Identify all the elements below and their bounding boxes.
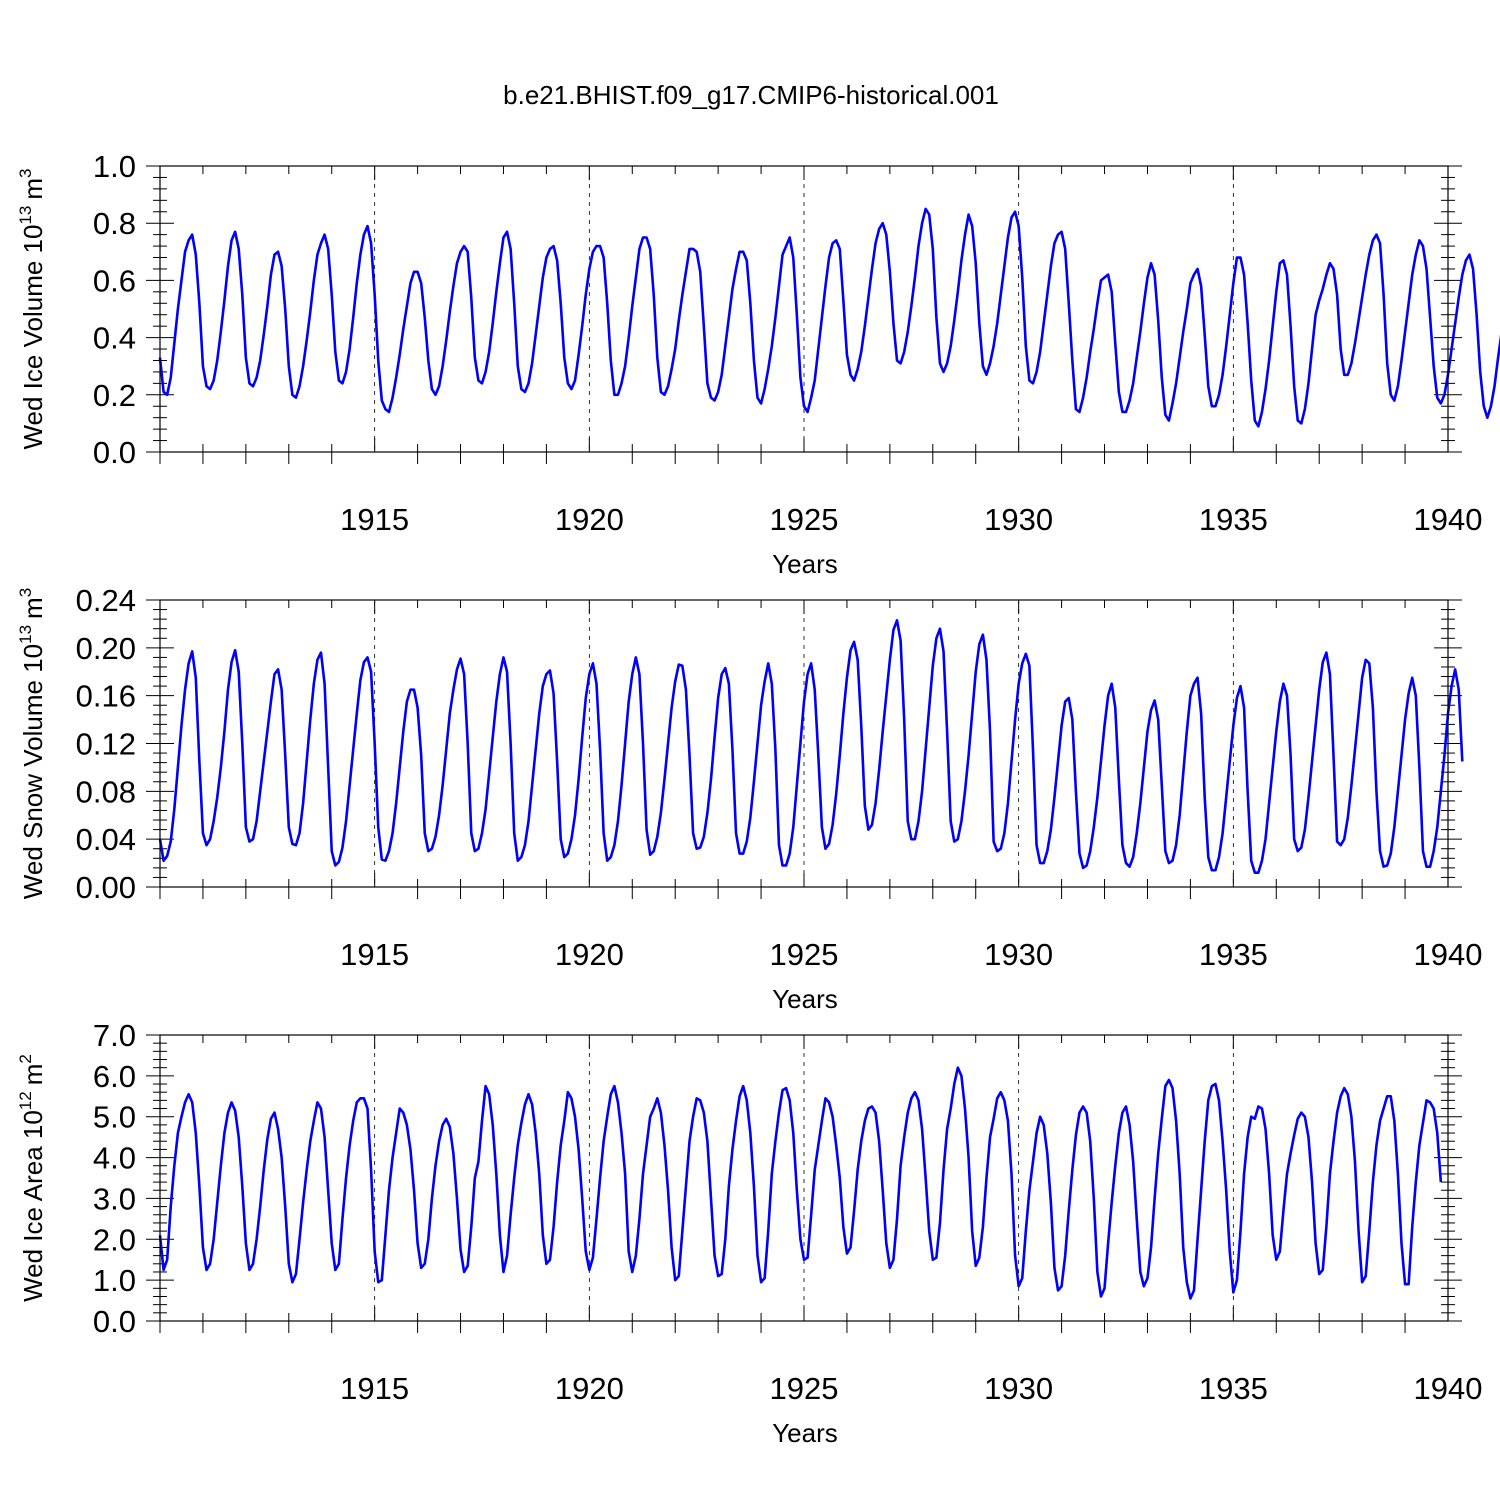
y-tick-label: 0.4 [93, 321, 136, 356]
x-tick-label: 1915 [340, 1371, 409, 1406]
y-axis-label-text: Wed Ice Area 10 [18, 1110, 48, 1302]
y-axis-label-unit: m [18, 597, 48, 619]
x-tick-label: 1920 [555, 1371, 624, 1406]
x-tick-label: 1935 [1199, 937, 1268, 972]
x-axis-label: Years [772, 549, 838, 579]
y-tick-label: 0.20 [76, 631, 136, 666]
y-tick-label: 0.0 [93, 1304, 136, 1339]
plot-frame [159, 165, 1449, 453]
y-tick-label: 0.2 [93, 378, 136, 413]
y-tick-label: 0.08 [76, 774, 136, 809]
y-axis-label-unit: m [18, 178, 48, 200]
plot-frame [159, 1034, 1449, 1322]
x-tick-label: 1925 [770, 502, 839, 537]
x-tick-label: 1920 [555, 502, 624, 537]
y-tick-label: 2.0 [93, 1222, 136, 1257]
y-axis-label-unit-exp: 3 [16, 588, 35, 597]
x-tick-label: 1930 [984, 937, 1053, 972]
x-axis-label: Years [772, 984, 838, 1014]
panels-group: 0.0 0.2 0.4 0.6 0.8 1.0 1915 1920 1925 1930 1935 19… [16, 149, 1500, 1448]
y-tick-label: 5.0 [93, 1100, 136, 1135]
x-tick-label: 1930 [984, 1371, 1053, 1406]
x-tick-label: 1940 [1414, 1371, 1483, 1406]
y-tick-label: 6.0 [93, 1059, 136, 1094]
y-axis-label-exp: 12 [16, 1091, 35, 1110]
y-axis-label-exp: 13 [16, 206, 35, 225]
y-tick-label: 0.6 [93, 263, 136, 298]
x-tick-label: 1940 [1414, 937, 1483, 972]
y-axis-label-exp: 13 [16, 625, 35, 644]
x-tick-label: 1930 [984, 502, 1053, 537]
y-axis-label-unit-exp: 2 [16, 1054, 35, 1063]
panel-snow-volume: 0.00 0.04 0.08 0.12 0.16 0.20 0.24 1915 1920 1925… [16, 583, 1482, 1014]
x-tick-label: 1925 [770, 937, 839, 972]
y-tick-label: 3.0 [93, 1181, 136, 1216]
y-tick-label: 0.8 [93, 206, 136, 241]
x-tick-label: 1940 [1414, 502, 1483, 537]
y-axis-label-text: Wed Ice Volume 10 [18, 225, 48, 450]
x-axis-label: Years [772, 1418, 838, 1448]
plot-frame [159, 599, 1449, 888]
figure-title: b.e21.BHIST.f09_g17.CMIP6-historical.001 [503, 80, 999, 110]
y-axis-label-text: Wed Snow Volume 10 [18, 644, 48, 899]
y-tick-label: 1.0 [93, 1263, 136, 1298]
y-tick-label: 0.16 [76, 679, 136, 714]
x-tick-label: 1915 [340, 502, 409, 537]
x-tick-label: 1915 [340, 937, 409, 972]
y-tick-label: 0.00 [76, 870, 136, 905]
y-tick-label: 0.12 [76, 727, 136, 762]
y-axis-label-unit: m [18, 1064, 48, 1086]
series-line-snow-volume [158, 619, 1464, 874]
y-axis-label: Wed Ice Area 1012 m2 [16, 1054, 48, 1302]
x-tick-label: 1935 [1199, 1371, 1268, 1406]
x-tick-label: 1925 [770, 1371, 839, 1406]
y-tick-label: 0.04 [76, 822, 136, 857]
x-tick-label: 1920 [555, 937, 624, 972]
panel-ice-area: 0.0 1.0 2.0 3.0 4.0 5.0 6.0 7.0 1915 1920 1925 1930… [16, 1018, 1482, 1448]
y-tick-label: 1.0 [93, 149, 136, 184]
y-axis-label: Wed Ice Volume 1013 m3 [16, 168, 48, 449]
x-tick-label: 1935 [1199, 502, 1268, 537]
y-tick-label: 0.24 [76, 583, 136, 618]
y-tick-label: 7.0 [93, 1018, 136, 1053]
series-line-ice-area [158, 1066, 1443, 1300]
y-tick-label: 0.0 [93, 435, 136, 470]
y-tick-label: 4.0 [93, 1141, 136, 1176]
y-axis-label-unit-exp: 3 [16, 168, 35, 177]
series-line-ice-volume [158, 207, 1500, 428]
y-axis-label: Wed Snow Volume 1013 m3 [16, 588, 48, 899]
panel-ice-volume: 0.0 0.2 0.4 0.6 0.8 1.0 1915 1920 1925 1930 1935 19… [16, 149, 1500, 579]
